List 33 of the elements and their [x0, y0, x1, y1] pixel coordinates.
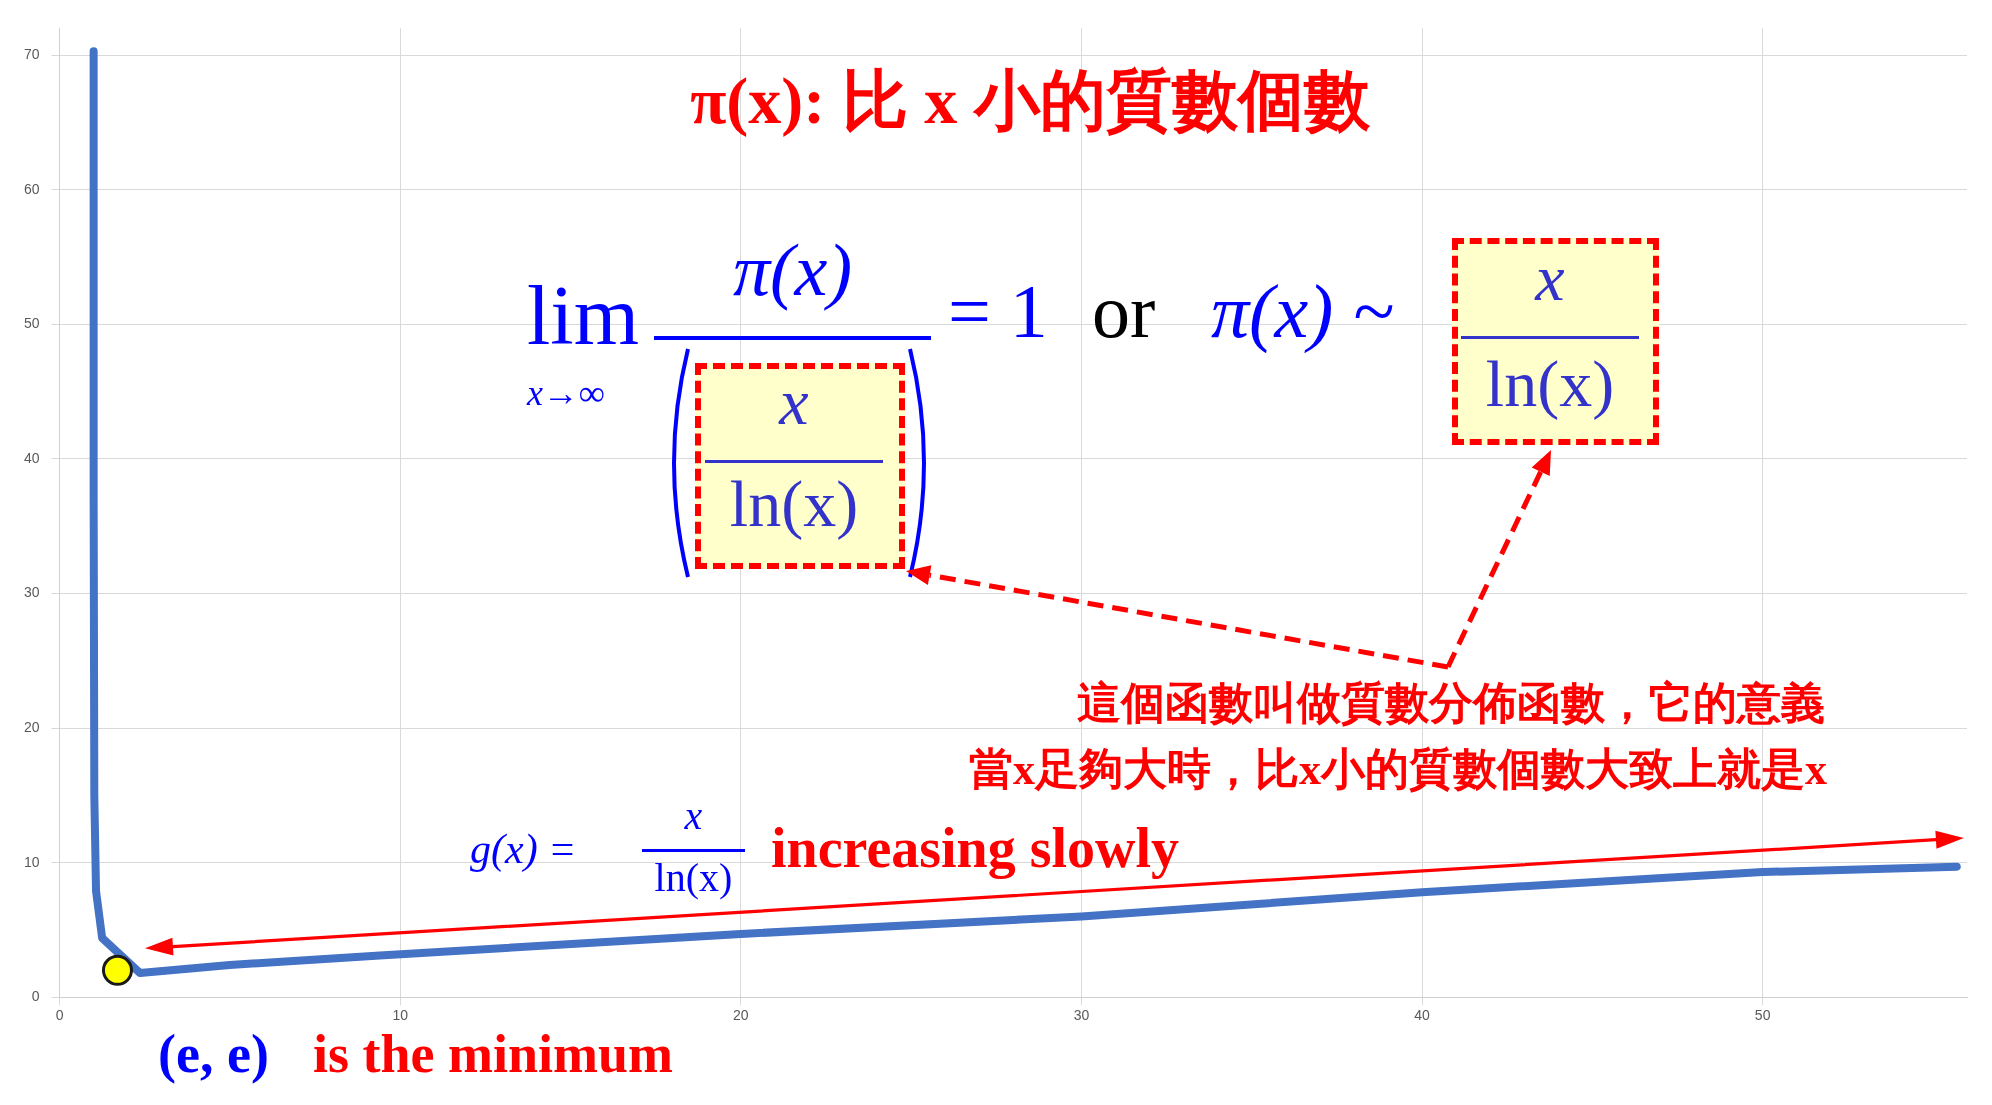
- annotation: = 1: [948, 269, 1048, 354]
- y-tick-label: 10: [23, 853, 40, 870]
- annotation: π(x) ~: [1211, 269, 1394, 354]
- text: is the minimum: [313, 1024, 674, 1085]
- y-tick-label: 20: [23, 718, 40, 735]
- x-tick-label: 10: [392, 1007, 409, 1024]
- annotation: ln(x): [653, 855, 734, 900]
- annotation: g(x) =: [470, 826, 577, 873]
- y-tick-label: 0: [31, 988, 40, 1005]
- x-tick-label: 30: [1073, 1007, 1090, 1024]
- y-tick-label: 30: [23, 584, 40, 601]
- text: π(x): 比 x 小的質數個數: [689, 63, 1371, 139]
- annotation: increasing slowly: [771, 817, 1180, 880]
- y-tick-label: 60: [23, 180, 40, 197]
- annotation: lim: [527, 269, 640, 363]
- annotation: π(x): [731, 229, 854, 312]
- annotation: 當x足夠大時，比x小的質數個數大致上就是x: [969, 745, 1827, 795]
- annotation: ln(x): [728, 467, 860, 541]
- annotation: or: [1092, 269, 1156, 354]
- x-tick-label: 50: [1754, 1007, 1771, 1024]
- annotation: x: [777, 365, 810, 439]
- x-tick-label: 40: [1414, 1007, 1431, 1024]
- annotation: x→∞: [527, 373, 605, 414]
- y-tick-label: 50: [23, 315, 40, 332]
- annotation: ln(x): [1484, 347, 1616, 421]
- annotation: 這個函數叫做質數分佈函數，它的意義: [1077, 679, 1825, 729]
- x-tick-label: 0: [55, 1007, 64, 1024]
- annotation: x: [683, 793, 704, 838]
- annotation: x: [1533, 241, 1566, 315]
- y-tick-label: 70: [23, 46, 40, 63]
- x-tick-label: 20: [733, 1007, 749, 1024]
- text: (e, e): [158, 1024, 269, 1085]
- y-tick-label: 40: [23, 449, 40, 466]
